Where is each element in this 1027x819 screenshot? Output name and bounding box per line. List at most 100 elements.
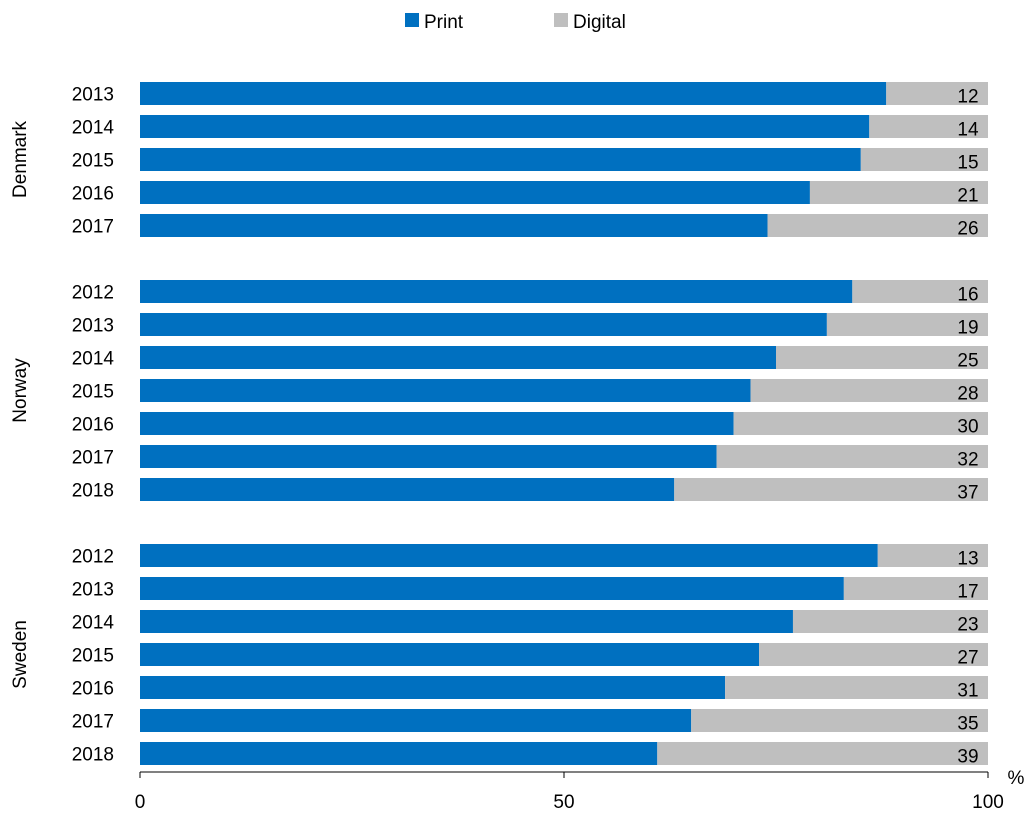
digital-value-label: 23	[957, 615, 978, 636]
legend-swatch-digital	[554, 13, 568, 27]
year-label: 2017	[72, 448, 114, 469]
bar-digital-denmark-2016	[809, 181, 988, 204]
digital-value-label: 25	[957, 351, 978, 372]
group-sweden: 2012 13 2013 17 2014 23 2015 27 2016 31 2017 35 2018…	[10, 544, 988, 768]
bar-print-norway-2018	[140, 478, 675, 501]
digital-value-label: 39	[957, 747, 978, 768]
group-norway: 2012 16 2013 19 2014 25 2015 28 2016 30 2017 32 2018…	[10, 280, 988, 504]
digital-value-label: 12	[957, 87, 978, 108]
bar-print-denmark-2017	[140, 214, 768, 237]
digital-value-label: 32	[957, 450, 978, 471]
year-label: 2015	[72, 382, 114, 403]
year-label: 2018	[72, 481, 114, 502]
bar-print-denmark-2015	[140, 148, 861, 171]
year-label: 2012	[72, 547, 114, 568]
digital-value-label: 14	[957, 120, 979, 141]
bar-digital-norway-2015	[750, 379, 988, 402]
x-axis: 0 50 100%	[135, 768, 1025, 813]
bar-row-sweden-2013: 2013 17	[72, 577, 988, 603]
bar-row-denmark-2013: 2013 12	[72, 82, 988, 108]
bar-print-denmark-2014	[140, 115, 870, 138]
bar-digital-norway-2018	[674, 478, 988, 501]
year-label: 2016	[72, 415, 114, 436]
bar-print-norway-2012	[140, 280, 853, 303]
bar-digital-denmark-2013	[886, 82, 988, 105]
bar-row-denmark-2016: 2016 21	[72, 181, 988, 207]
digital-value-label: 13	[957, 549, 978, 570]
bar-row-sweden-2012: 2012 13	[72, 544, 988, 570]
legend-label-digital: Digital	[573, 12, 626, 33]
bar-print-denmark-2016	[140, 181, 810, 204]
bar-row-norway-2013: 2013 19	[72, 313, 988, 339]
country-label-norway: Norway	[10, 358, 31, 423]
year-label: 2013	[72, 580, 114, 601]
bar-print-norway-2017	[140, 445, 717, 468]
digital-value-label: 35	[957, 714, 978, 735]
bar-row-sweden-2017: 2017 35	[72, 709, 988, 735]
year-label: 2014	[72, 349, 115, 370]
bar-row-denmark-2015: 2015 15	[72, 148, 988, 174]
bar-print-sweden-2015	[140, 643, 760, 666]
bar-row-denmark-2014: 2014 14	[72, 115, 988, 141]
bar-digital-sweden-2017	[691, 709, 988, 732]
bar-digital-sweden-2013	[843, 577, 988, 600]
bar-row-norway-2017: 2017 32	[72, 445, 988, 471]
country-label-sweden: Sweden	[10, 620, 31, 689]
year-label: 2016	[72, 679, 114, 700]
bar-digital-sweden-2016	[725, 676, 988, 699]
bar-print-sweden-2012	[140, 544, 878, 567]
bar-digital-sweden-2018	[657, 742, 988, 765]
digital-value-label: 27	[957, 648, 978, 669]
bar-digital-norway-2014	[776, 346, 988, 369]
bar-row-sweden-2018: 2018 39	[72, 742, 988, 768]
bar-digital-sweden-2012	[877, 544, 988, 567]
bar-digital-denmark-2017	[767, 214, 988, 237]
bar-digital-sweden-2014	[792, 610, 988, 633]
bar-digital-norway-2016	[733, 412, 988, 435]
bar-print-norway-2015	[140, 379, 751, 402]
digital-value-label: 21	[957, 186, 978, 207]
year-label: 2014	[72, 118, 115, 139]
x-tick-label: 0	[135, 792, 146, 813]
bar-print-norway-2014	[140, 346, 776, 369]
digital-value-label: 19	[957, 318, 978, 339]
bar-digital-denmark-2015	[860, 148, 988, 171]
year-label: 2013	[72, 85, 114, 106]
bar-row-norway-2015: 2015 28	[72, 379, 988, 405]
bar-print-sweden-2018	[140, 742, 658, 765]
bar-row-sweden-2014: 2014 23	[72, 610, 988, 636]
year-label: 2014	[72, 613, 115, 634]
year-label: 2015	[72, 151, 114, 172]
digital-value-label: 31	[957, 681, 978, 702]
bar-digital-norway-2012	[852, 280, 988, 303]
bar-digital-denmark-2014	[869, 115, 988, 138]
bar-row-norway-2016: 2016 30	[72, 412, 988, 438]
bar-row-norway-2014: 2014 25	[72, 346, 988, 372]
legend-label-print: Print	[424, 12, 464, 33]
year-label: 2013	[72, 316, 114, 337]
digital-value-label: 30	[957, 417, 978, 438]
year-label: 2015	[72, 646, 114, 667]
bar-row-norway-2018: 2018 37	[72, 478, 988, 504]
digital-value-label: 37	[957, 483, 978, 504]
digital-value-label: 15	[957, 153, 978, 174]
bar-digital-norway-2013	[826, 313, 988, 336]
group-denmark: 2013 12 2014 14 2015 15 2016 21 2017 26 Denmark	[10, 82, 988, 240]
x-tick-label: 100	[972, 792, 1004, 813]
year-label: 2012	[72, 283, 114, 304]
x-tick-label: 50	[553, 792, 574, 813]
bar-print-sweden-2013	[140, 577, 844, 600]
digital-value-label: 26	[957, 219, 978, 240]
bar-print-norway-2013	[140, 313, 827, 336]
bar-row-sweden-2016: 2016 31	[72, 676, 988, 702]
legend-swatch-print	[405, 13, 419, 27]
digital-value-label: 17	[957, 582, 978, 603]
x-axis-unit: %	[1008, 768, 1025, 789]
digital-value-label: 16	[957, 285, 978, 306]
year-label: 2017	[72, 712, 114, 733]
digital-value-label: 28	[957, 384, 978, 405]
bar-print-sweden-2016	[140, 676, 726, 699]
